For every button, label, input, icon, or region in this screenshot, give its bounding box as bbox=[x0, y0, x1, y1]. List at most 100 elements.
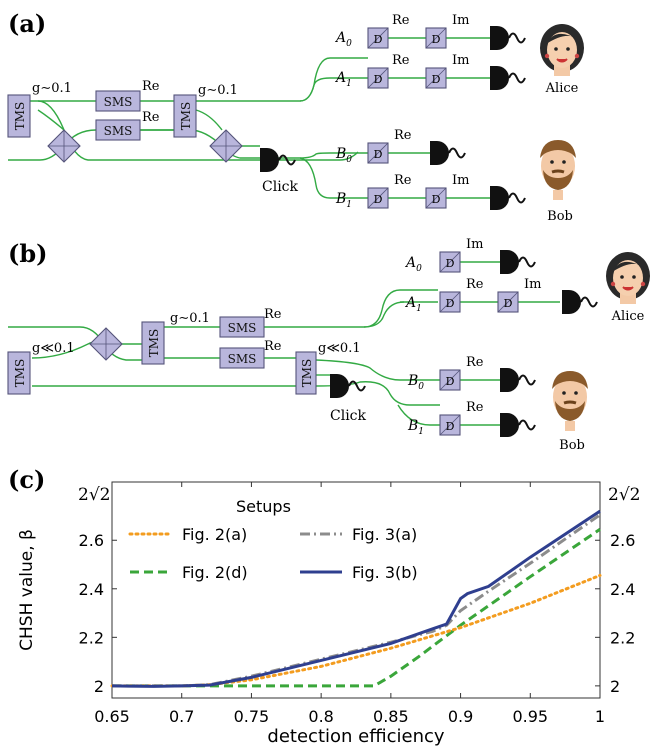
x-axis-label: detection efficiency bbox=[267, 726, 444, 746]
d-label: D bbox=[374, 33, 383, 46]
tms-box-b-right bbox=[295, 351, 317, 395]
y-axis-label: CHSH value, β bbox=[17, 529, 37, 651]
bob-avatar-b bbox=[550, 369, 590, 433]
d-label: D bbox=[446, 420, 455, 433]
legend-entry: Fig. 3(b) bbox=[352, 563, 418, 582]
detector-b-b0 bbox=[499, 367, 536, 393]
b-b0-label: B0 bbox=[407, 373, 424, 392]
x-tick-label: 0.7 bbox=[169, 707, 194, 726]
panel-a: (a) TMS g∼0.1 SMS Re SMS Re bbox=[7, 9, 585, 224]
y-tick-label: 2.4 bbox=[79, 580, 104, 599]
y-tick-top-right: 2√2 bbox=[608, 485, 640, 505]
y-tick-label-right: 2.6 bbox=[610, 531, 635, 550]
g-label-right: g∼0.1 bbox=[198, 83, 238, 98]
alice-avatar-b bbox=[605, 251, 651, 305]
y-tick-label: 2 bbox=[94, 677, 104, 696]
detector-b-a0 bbox=[499, 249, 536, 275]
a1-label: A1 bbox=[334, 70, 352, 89]
click-label: Click bbox=[330, 408, 367, 424]
detector-b-a1 bbox=[561, 289, 598, 315]
y-tick-label: 2.6 bbox=[79, 531, 104, 550]
b-a0-label: A0 bbox=[404, 255, 422, 274]
click-detector-b bbox=[329, 373, 366, 399]
b-a1-label: A1 bbox=[404, 295, 422, 314]
sms-box-bottom bbox=[95, 119, 141, 141]
legend: Fig. 2(a) Fig. 3(a) Fig. 2(d) Fig. 3(b) bbox=[128, 525, 418, 582]
tms-label: TMS bbox=[13, 359, 27, 388]
x-tick-label: 1 bbox=[595, 707, 605, 726]
y-tick-top-left: 2√2 bbox=[78, 485, 110, 505]
d-label: D bbox=[432, 193, 441, 206]
re-label: Re bbox=[466, 277, 484, 292]
re-label: Re bbox=[142, 110, 160, 125]
d-label: D bbox=[446, 257, 455, 270]
legend-entry: Fig. 2(d) bbox=[182, 563, 248, 582]
re-label: Re bbox=[466, 355, 484, 370]
y-axis: 2 2 2.2 2.2 2.4 2.4 2.6 2.6 bbox=[79, 531, 636, 696]
detector-a1 bbox=[489, 65, 526, 91]
b1-label: B1 bbox=[335, 191, 352, 210]
re-label: Re bbox=[392, 53, 410, 68]
bob-label: Bob bbox=[547, 209, 573, 224]
series-line-fig-2-d- bbox=[112, 528, 601, 688]
tms-label: TMS bbox=[300, 359, 314, 388]
g-small-label-left: g≪0.1 bbox=[32, 341, 75, 356]
im-label: Im bbox=[452, 173, 469, 188]
tms-box-a-left bbox=[7, 94, 31, 138]
d-label: D bbox=[432, 73, 441, 86]
tms-box-b-mid bbox=[141, 321, 165, 365]
sms-box-b-top bbox=[219, 316, 265, 338]
x-tick-label: 0.75 bbox=[234, 707, 270, 726]
y-tick-label-right: 2 bbox=[610, 677, 620, 696]
b-b1-label: B1 bbox=[407, 418, 424, 437]
detector-b-b1 bbox=[499, 412, 536, 438]
re-label: Re bbox=[264, 307, 282, 322]
tms-label: TMS bbox=[179, 102, 193, 131]
tms-label: TMS bbox=[147, 329, 161, 358]
x-tick-label: 0.85 bbox=[373, 707, 409, 726]
sms-label: SMS bbox=[104, 95, 133, 109]
alice-avatar bbox=[539, 23, 585, 77]
x-tick-label: 0.65 bbox=[94, 707, 130, 726]
im-label: Im bbox=[452, 53, 469, 68]
b0-label: B0 bbox=[335, 146, 352, 165]
re-label: Re bbox=[142, 79, 160, 94]
sms-label: SMS bbox=[228, 321, 257, 335]
x-tick-label: 0.9 bbox=[448, 707, 473, 726]
d-label: D bbox=[374, 193, 383, 206]
d-label: D bbox=[446, 297, 455, 310]
re-label: Re bbox=[394, 173, 412, 188]
y-tick-label-right: 2.2 bbox=[610, 628, 635, 647]
plot-frame bbox=[111, 481, 601, 699]
y-tick-label-right: 2.4 bbox=[610, 580, 635, 599]
alice-label: Alice bbox=[611, 309, 645, 324]
series-line-fig-2-a- bbox=[110, 573, 602, 688]
series-layer bbox=[110, 509, 602, 688]
d-label: D bbox=[504, 297, 513, 310]
im-label: Im bbox=[452, 13, 469, 28]
click-label: Click bbox=[262, 179, 299, 195]
panel-c: (c) 0.65 0.7 0.75 0.8 0.85 0.9 0.95 1 2 22.2 2.22… bbox=[8, 465, 640, 746]
sms-label: SMS bbox=[104, 124, 133, 138]
legend-entry: Fig. 2(a) bbox=[182, 525, 247, 544]
sms-box-top bbox=[95, 90, 141, 112]
panel-c-label: (c) bbox=[8, 465, 45, 494]
panel-b: (b) TMS g≪0.1 TMS g∼0.1 SMS Re SMS Re bbox=[7, 237, 651, 453]
re-label: Re bbox=[392, 13, 410, 28]
sms-label: SMS bbox=[228, 352, 257, 366]
tms-box-a-right bbox=[173, 94, 197, 138]
g-small-label-right: g≪0.1 bbox=[318, 341, 361, 356]
x-axis: 0.65 0.7 0.75 0.8 0.85 0.9 0.95 1 bbox=[94, 482, 605, 726]
series-line-fig-3-b- bbox=[111, 509, 601, 688]
d-label: D bbox=[446, 375, 455, 388]
y-tick-label: 2.2 bbox=[79, 628, 104, 647]
tms-label: TMS bbox=[13, 102, 27, 131]
alice-label: Alice bbox=[545, 81, 579, 96]
im-label: Im bbox=[466, 237, 483, 252]
detector-b1 bbox=[489, 185, 526, 211]
d-label: D bbox=[432, 33, 441, 46]
re-label: Re bbox=[264, 339, 282, 354]
re-label: Re bbox=[394, 128, 412, 143]
g-label-left: g∼0.1 bbox=[32, 81, 72, 96]
